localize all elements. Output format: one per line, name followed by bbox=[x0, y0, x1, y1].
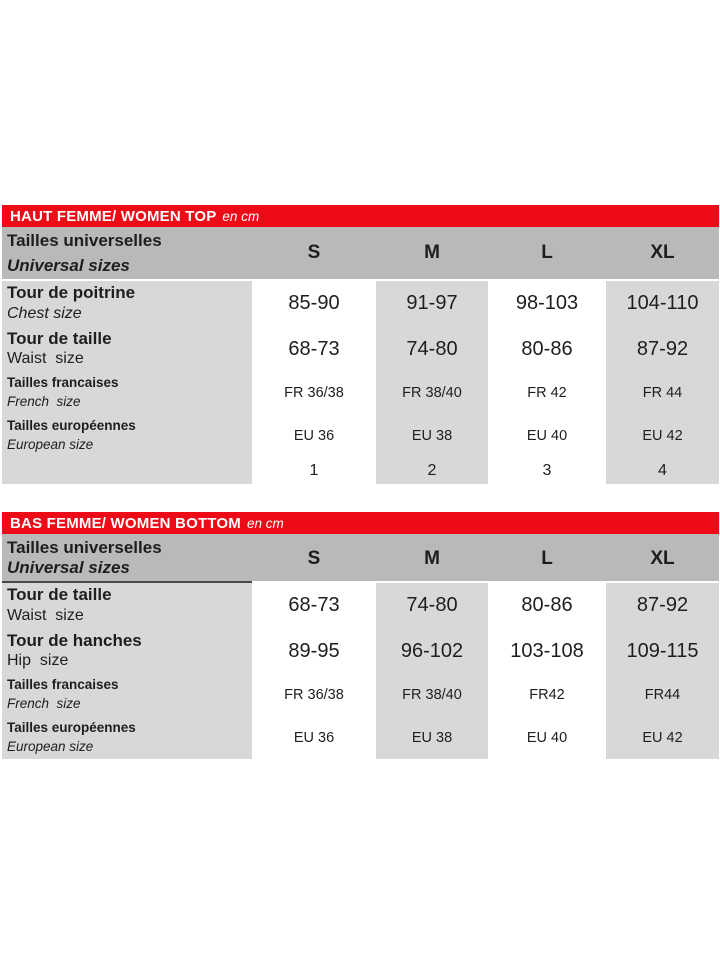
row-label-fr: Tour de hanches bbox=[7, 630, 142, 650]
value-cell: 80-86 bbox=[521, 337, 573, 360]
row-label-fr: Tailles européennes bbox=[7, 719, 136, 735]
header-label: Tailles universelles Universal sizes bbox=[2, 227, 252, 279]
header-label-fr: Tailles universelles bbox=[7, 231, 162, 250]
row-label-en: Chest size bbox=[7, 304, 82, 322]
row-label: Tailles européennes European size bbox=[2, 716, 252, 759]
value-cell: 96-102 bbox=[376, 628, 488, 674]
row-label-fr: Tour de taille bbox=[7, 585, 112, 604]
value-cell: FR 36/38 bbox=[284, 385, 344, 402]
data-row: Tour de taille Waist size 68-73 74-80 80-86 8… bbox=[2, 326, 719, 372]
value-cell: 80-86 bbox=[521, 594, 573, 617]
value-cell: 85-90 bbox=[288, 292, 340, 315]
row-label: Tour de taille Waist size bbox=[2, 583, 252, 629]
value-cell: 68-73 bbox=[288, 594, 340, 617]
row-label-fr: Tour de poitrine bbox=[7, 283, 136, 302]
value-cell: EU 42 bbox=[606, 716, 719, 759]
data-row: Tailles francaises French size FR 36/38 FR … bbox=[2, 674, 719, 717]
row-label-fr: Tailles européennes bbox=[7, 417, 136, 433]
row-label: Tour de poitrine Chest size bbox=[2, 281, 252, 327]
value-cell: 3 bbox=[542, 461, 552, 479]
row-label-fr: Tour de taille bbox=[7, 328, 112, 348]
value-cell: EU 36 bbox=[293, 427, 335, 444]
data-row: Tailles européennes European size EU 36 EU … bbox=[2, 716, 719, 759]
row-label-en: French size bbox=[7, 394, 81, 410]
value-cell: 98-103 bbox=[515, 292, 579, 315]
value-cell: EU 38 bbox=[376, 716, 488, 759]
value-cell: EU 38 bbox=[376, 414, 488, 457]
value-cell: FR 36/38 bbox=[284, 687, 344, 704]
table-title-bar: HAUT FEMME/ WOMEN TOP en cm bbox=[2, 205, 719, 227]
table-title: BAS FEMME/ WOMEN BOTTOM bbox=[10, 514, 241, 532]
row-label bbox=[2, 457, 252, 484]
value-cell: FR44 bbox=[606, 674, 719, 717]
row-label: Tour de hanches Hip size bbox=[2, 628, 252, 674]
value-cell: 74-80 bbox=[376, 326, 488, 372]
size-column-header-xl: XL bbox=[650, 242, 675, 263]
row-label: Tailles francaises French size bbox=[2, 372, 252, 415]
value-cell: 87-92 bbox=[606, 583, 719, 629]
data-row: Tailles francaises French size FR 36/38 FR … bbox=[2, 372, 719, 415]
size-column-header-s: S bbox=[307, 242, 321, 263]
row-label-en: European size bbox=[7, 436, 94, 452]
value-cell: 109-115 bbox=[606, 628, 719, 674]
row-label: Tailles francaises French size bbox=[2, 674, 252, 717]
data-row: 1 2 3 4 bbox=[2, 457, 719, 484]
size-column-header-l: L bbox=[541, 242, 553, 263]
value-cell: EU 40 bbox=[526, 729, 568, 746]
row-label-fr: Tailles francaises bbox=[7, 677, 119, 692]
header-band: Tailles universelles Universal sizes S M L XL bbox=[2, 534, 719, 583]
value-cell: FR 44 bbox=[606, 372, 719, 415]
value-cell: EU 36 bbox=[293, 729, 335, 746]
header-label-en: Universal sizes bbox=[7, 558, 130, 577]
size-column-header-s: S bbox=[307, 547, 321, 569]
row-label: Tailles européennes European size bbox=[2, 414, 252, 457]
value-cell: 87-92 bbox=[606, 326, 719, 372]
table-title: HAUT FEMME/ WOMEN TOP bbox=[10, 207, 217, 225]
header-label: Tailles universelles Universal sizes bbox=[2, 534, 252, 583]
size-column-header-l: L bbox=[541, 547, 553, 569]
value-cell: 91-97 bbox=[376, 281, 488, 327]
value-cell: FR 38/40 bbox=[376, 674, 488, 717]
size-column-header-m: M bbox=[424, 547, 440, 569]
header-label-en: Universal sizes bbox=[7, 256, 130, 275]
size-column-header-m: M bbox=[424, 242, 440, 263]
value-cell: EU 40 bbox=[526, 427, 568, 444]
value-cell: FR42 bbox=[529, 687, 565, 704]
value-cell: 103-108 bbox=[510, 639, 584, 662]
unit-label: en cm bbox=[246, 515, 284, 531]
data-row: Tour de poitrine Chest size 85-90 91-97 98-1… bbox=[2, 281, 719, 327]
value-cell: 89-95 bbox=[288, 639, 340, 662]
value-cell: 2 bbox=[376, 457, 488, 484]
value-cell: EU 42 bbox=[606, 414, 719, 457]
data-row: Tour de taille Waist size 68-73 74-80 80-86 8… bbox=[2, 583, 719, 629]
size-table-women-top: HAUT FEMME/ WOMEN TOP en cm Tailles univer… bbox=[2, 205, 719, 484]
row-label-en: French size bbox=[7, 696, 81, 712]
value-cell: 1 bbox=[309, 461, 319, 479]
value-cell: FR 42 bbox=[527, 385, 567, 402]
size-table-women-bottom: BAS FEMME/ WOMEN BOTTOM en cm Tailles univ… bbox=[2, 512, 719, 759]
data-row: Tour de hanches Hip size 89-95 96-102 103-10… bbox=[2, 628, 719, 674]
table-title-bar: BAS FEMME/ WOMEN BOTTOM en cm bbox=[2, 512, 719, 534]
row-label-en: Waist size bbox=[7, 350, 84, 368]
size-chart: HAUT FEMME/ WOMEN TOP en cm Tailles univer… bbox=[2, 205, 719, 759]
value-cell: 4 bbox=[606, 457, 719, 484]
value-cell: 74-80 bbox=[376, 583, 488, 629]
row-label-en: European size bbox=[7, 738, 94, 754]
value-cell: 104-110 bbox=[606, 281, 719, 327]
row-label-fr: Tailles francaises bbox=[7, 375, 119, 390]
size-column-header-xl: XL bbox=[650, 547, 675, 569]
header-label-fr: Tailles universelles bbox=[7, 538, 162, 557]
header-band: Tailles universelles Universal sizes S M L XL bbox=[2, 227, 719, 279]
value-cell: FR 38/40 bbox=[376, 372, 488, 415]
row-label: Tour de taille Waist size bbox=[2, 326, 252, 372]
unit-label: en cm bbox=[222, 208, 260, 224]
value-cell: 68-73 bbox=[288, 337, 340, 360]
row-label-en: Hip size bbox=[7, 652, 69, 670]
row-label-en: Waist size bbox=[7, 606, 84, 624]
data-row: Tailles européennes European size EU 36 EU … bbox=[2, 414, 719, 457]
